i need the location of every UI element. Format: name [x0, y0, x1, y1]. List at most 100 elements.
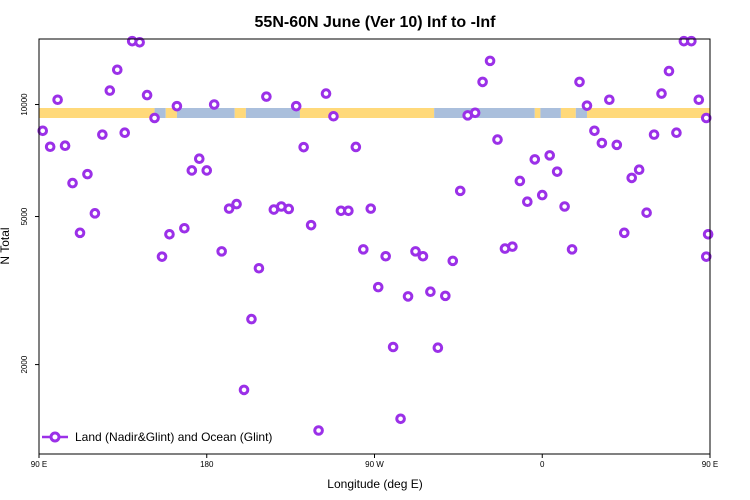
data-point [208, 99, 220, 110]
x-tick-label: 90 E [702, 460, 718, 469]
data-point [52, 94, 63, 106]
data-point [574, 76, 585, 88]
strip-segment-ocean [575, 108, 587, 118]
data-point [179, 222, 190, 234]
data-point [59, 140, 71, 152]
data-point [298, 141, 309, 153]
data-point [633, 164, 645, 176]
data-point [104, 85, 116, 96]
chart-title: 55N-60N June (Ver 10) Inf to -Inf [255, 14, 497, 31]
data-point [618, 227, 630, 239]
data-point [171, 100, 183, 112]
data-point [702, 228, 714, 240]
data-point [97, 129, 108, 140]
strip-segment-land [534, 108, 541, 118]
data-point [89, 208, 101, 219]
data-point [581, 100, 593, 111]
y-tick-label: 10000 [20, 93, 29, 116]
data-point [111, 64, 123, 76]
data-point [82, 168, 93, 180]
land-ocean-strip [39, 108, 710, 118]
data-point [507, 241, 518, 252]
data-point [37, 125, 49, 137]
data-point [447, 255, 459, 267]
data-point [186, 165, 198, 176]
data-point [149, 112, 160, 124]
strip-segment-land [39, 108, 155, 118]
data-point [119, 127, 131, 138]
data-point [365, 203, 377, 214]
y-tick-label: 2000 [20, 355, 29, 373]
y-axis: 2000 5000 10000 [20, 93, 39, 373]
data-point [253, 262, 265, 274]
data-point [566, 244, 578, 255]
data-point [693, 94, 705, 106]
strip-segment-ocean [245, 108, 300, 118]
x-tick-label: 90 E [31, 460, 47, 469]
data-point [700, 112, 712, 124]
data-point [611, 139, 623, 151]
data-point [559, 201, 570, 212]
data-point [44, 141, 56, 153]
legend-label: Land (Nadir&Glint) and Ocean (Glint) [75, 430, 272, 444]
data-point [551, 166, 563, 177]
data-point [372, 281, 384, 293]
data-point [641, 207, 652, 218]
data-point [328, 110, 339, 122]
strip-segment-land [586, 108, 710, 118]
data-point [164, 228, 175, 240]
data-point [231, 198, 242, 210]
data-point [454, 185, 466, 197]
strip-segment-ocean [176, 108, 235, 118]
data-point [134, 36, 145, 48]
data-point [536, 189, 548, 201]
data-point [402, 291, 414, 302]
data-point [469, 107, 481, 119]
data-point [626, 172, 638, 184]
strip-segment-land [299, 108, 435, 118]
data-point [201, 165, 213, 176]
data-point [358, 244, 369, 255]
data-point [395, 413, 406, 425]
y-tick-label: 5000 [20, 207, 29, 225]
data-point [522, 196, 533, 208]
data-point [223, 203, 235, 214]
strip-segment-ocean [540, 108, 561, 118]
strip-segment-land [165, 108, 177, 118]
data-point [529, 154, 541, 165]
strip-segment-land [234, 108, 246, 118]
data-point [417, 250, 429, 262]
data-point [238, 384, 250, 396]
data-point [589, 125, 600, 137]
data-point [350, 141, 362, 153]
data-point [432, 342, 444, 354]
x-axis-label: Longitude (deg E) [327, 477, 422, 491]
strip-segment-ocean [154, 108, 166, 118]
data-point [313, 425, 324, 436]
data-point [648, 129, 660, 140]
x-tick-label: 0 [540, 460, 545, 469]
data-point [193, 153, 205, 165]
data-point [492, 134, 503, 145]
data-point [514, 175, 526, 187]
x-tick-label: 90 W [365, 460, 384, 469]
data-point [596, 137, 608, 149]
strip-segment-ocean [434, 108, 535, 118]
data-points [37, 35, 714, 436]
data-point [343, 205, 354, 217]
x-axis: 90 E 180 90 W 0 90 E [31, 454, 718, 469]
data-point [387, 341, 399, 353]
data-point [425, 286, 436, 297]
data-point [380, 250, 391, 262]
data-point [656, 88, 667, 99]
data-point [604, 94, 615, 106]
data-point [67, 177, 78, 189]
x-tick-label: 180 [200, 460, 214, 469]
data-point [305, 219, 317, 231]
data-point [156, 251, 168, 262]
data-point [290, 100, 302, 112]
data-point [440, 290, 451, 302]
data-point [141, 89, 153, 101]
data-point [261, 91, 272, 102]
